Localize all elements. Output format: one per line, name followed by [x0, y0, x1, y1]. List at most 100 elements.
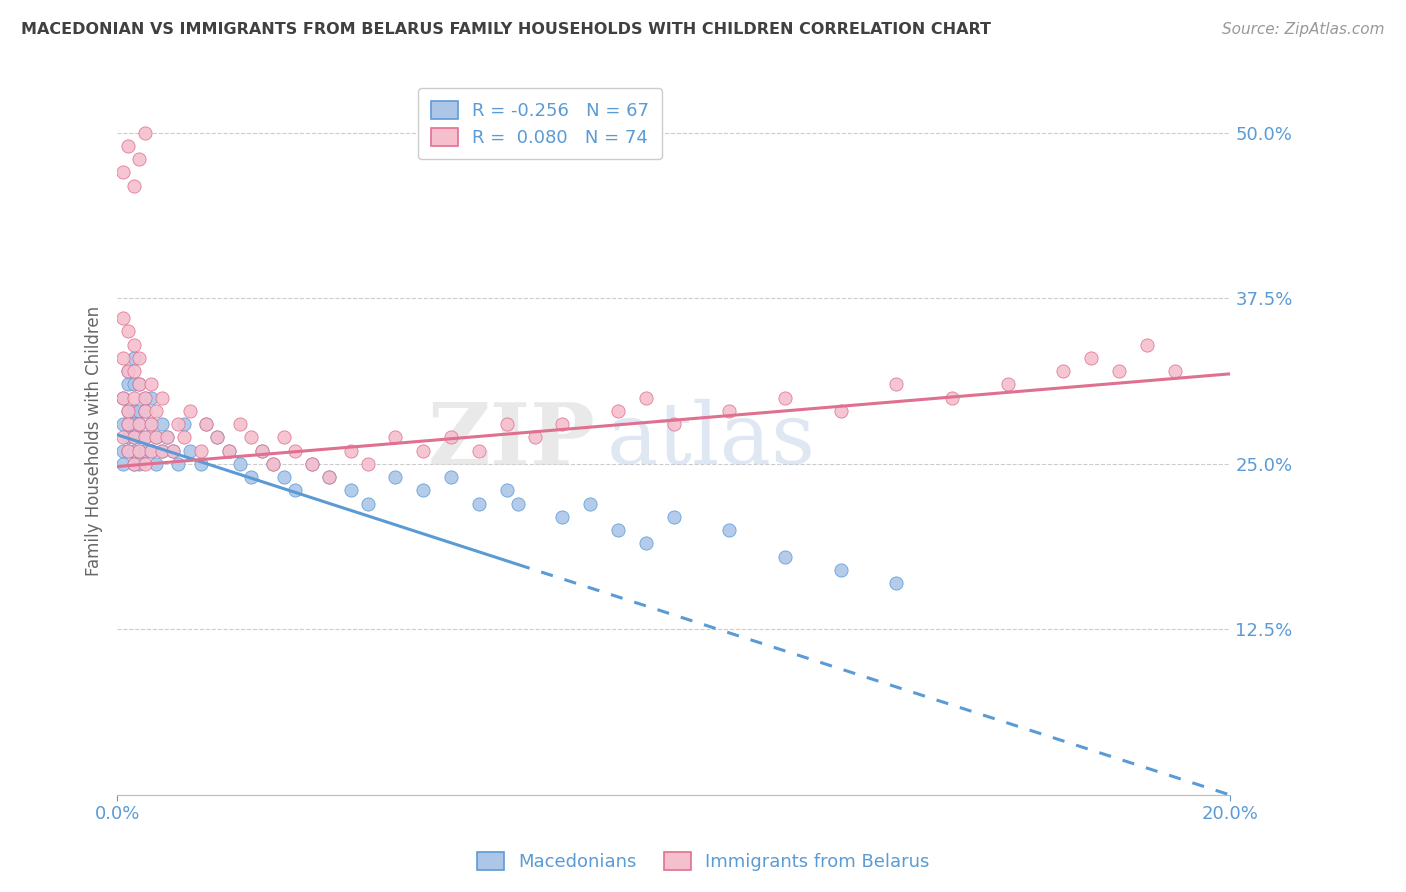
Point	[139, 417, 162, 432]
Point	[139, 391, 162, 405]
Point	[111, 391, 134, 405]
Point	[634, 391, 657, 405]
Point	[122, 430, 145, 444]
Point	[111, 457, 134, 471]
Point	[384, 430, 406, 444]
Point	[128, 351, 150, 365]
Point	[468, 497, 491, 511]
Point	[273, 430, 295, 444]
Point	[117, 139, 139, 153]
Point	[111, 417, 134, 432]
Point	[250, 443, 273, 458]
Point	[886, 576, 908, 591]
Point	[284, 443, 307, 458]
Point	[551, 417, 574, 432]
Point	[662, 509, 685, 524]
Point	[122, 417, 145, 432]
Point	[1080, 351, 1102, 365]
Point	[134, 391, 156, 405]
Point	[139, 443, 162, 458]
Point	[128, 417, 150, 432]
Point	[122, 443, 145, 458]
Legend: R = -0.256   N = 67, R =  0.080   N = 74: R = -0.256 N = 67, R = 0.080 N = 74	[419, 88, 662, 160]
Point	[145, 430, 167, 444]
Point	[134, 457, 156, 471]
Point	[122, 337, 145, 351]
Point	[468, 443, 491, 458]
Point	[195, 417, 218, 432]
Point	[111, 165, 134, 179]
Point	[523, 430, 546, 444]
Point	[218, 443, 240, 458]
Point	[122, 364, 145, 378]
Point	[1136, 337, 1159, 351]
Point	[173, 430, 195, 444]
Point	[207, 430, 229, 444]
Point	[122, 377, 145, 392]
Y-axis label: Family Households with Children: Family Households with Children	[86, 306, 103, 575]
Point	[122, 178, 145, 193]
Point	[179, 404, 201, 418]
Point	[318, 470, 340, 484]
Point	[122, 430, 145, 444]
Point	[111, 311, 134, 326]
Point	[1108, 364, 1130, 378]
Point	[117, 430, 139, 444]
Point	[318, 470, 340, 484]
Point	[941, 391, 963, 405]
Point	[150, 443, 173, 458]
Point	[134, 404, 156, 418]
Point	[128, 443, 150, 458]
Point	[139, 377, 162, 392]
Point	[356, 497, 378, 511]
Point	[139, 417, 162, 432]
Point	[128, 430, 150, 444]
Point	[384, 470, 406, 484]
Point	[190, 443, 212, 458]
Point	[179, 443, 201, 458]
Point	[340, 483, 363, 498]
Point	[239, 430, 262, 444]
Point	[156, 430, 179, 444]
Point	[134, 404, 156, 418]
Point	[830, 563, 852, 577]
Point	[122, 391, 145, 405]
Point	[207, 430, 229, 444]
Point	[301, 457, 323, 471]
Point	[117, 417, 139, 432]
Point	[440, 430, 463, 444]
Point	[128, 152, 150, 166]
Point	[122, 351, 145, 365]
Point	[662, 417, 685, 432]
Point	[1052, 364, 1074, 378]
Point	[134, 443, 156, 458]
Point	[122, 457, 145, 471]
Point	[111, 430, 134, 444]
Point	[117, 443, 139, 458]
Point	[190, 457, 212, 471]
Point	[117, 364, 139, 378]
Point	[134, 391, 156, 405]
Point	[228, 417, 250, 432]
Point	[117, 325, 139, 339]
Text: MACEDONIAN VS IMMIGRANTS FROM BELARUS FAMILY HOUSEHOLDS WITH CHILDREN CORRELATIO: MACEDONIAN VS IMMIGRANTS FROM BELARUS FA…	[21, 22, 991, 37]
Text: Source: ZipAtlas.com: Source: ZipAtlas.com	[1222, 22, 1385, 37]
Point	[128, 377, 150, 392]
Point	[262, 457, 284, 471]
Point	[162, 443, 184, 458]
Point	[495, 417, 517, 432]
Point	[145, 430, 167, 444]
Point	[356, 457, 378, 471]
Text: atlas: atlas	[607, 399, 815, 483]
Point	[412, 483, 434, 498]
Point	[117, 377, 139, 392]
Point	[607, 523, 630, 537]
Point	[156, 430, 179, 444]
Point	[134, 430, 156, 444]
Point	[117, 443, 139, 458]
Point	[150, 391, 173, 405]
Point	[145, 404, 167, 418]
Point	[111, 351, 134, 365]
Legend: Macedonians, Immigrants from Belarus: Macedonians, Immigrants from Belarus	[470, 845, 936, 879]
Point	[117, 404, 139, 418]
